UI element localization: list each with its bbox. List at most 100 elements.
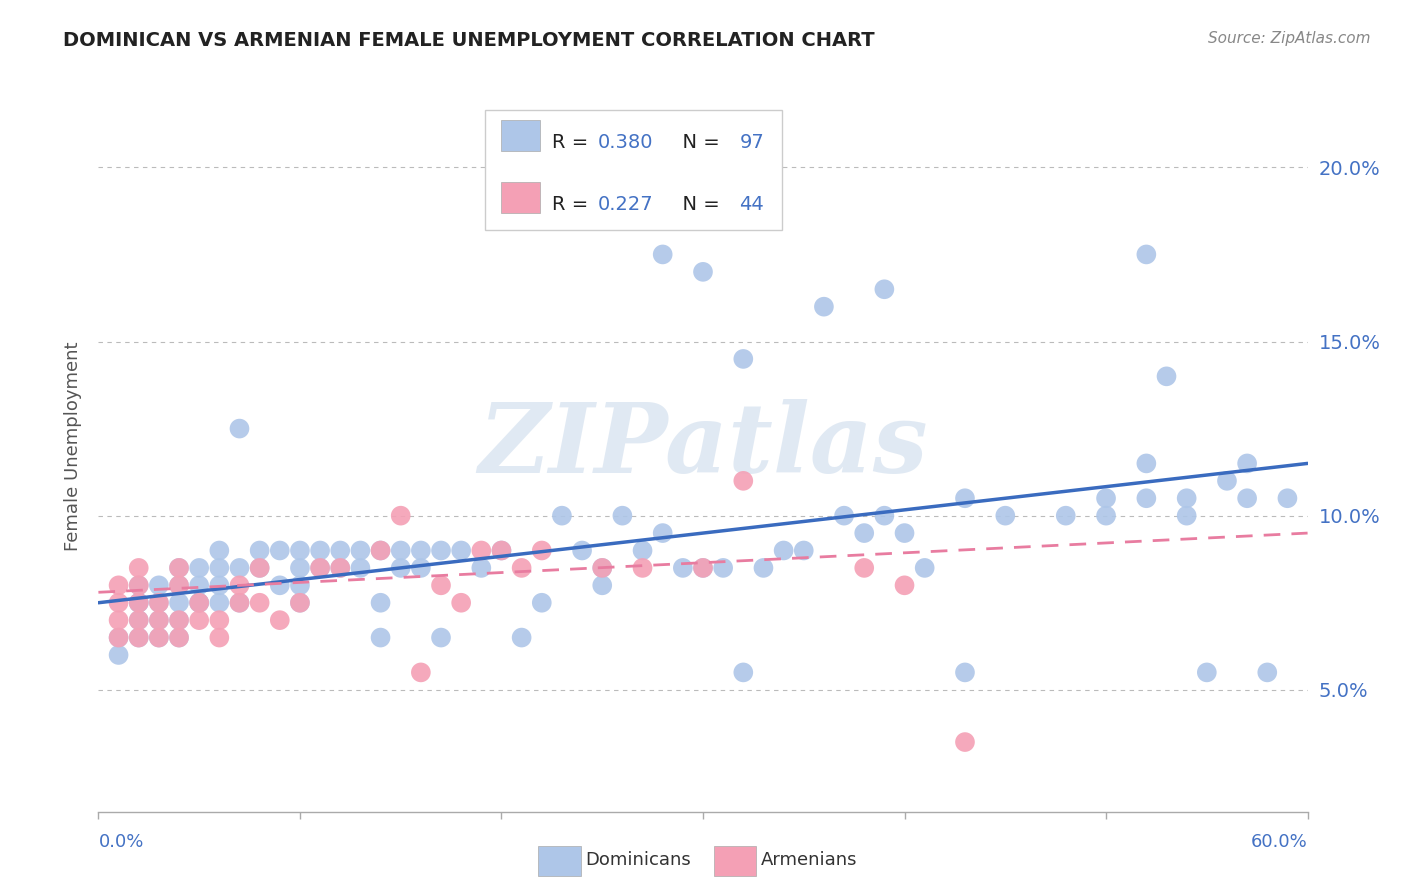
- Point: [167, 613, 190, 627]
- Point: [188, 596, 211, 610]
- Point: [873, 282, 896, 296]
- Point: [309, 561, 332, 575]
- Point: [733, 351, 755, 366]
- Point: [188, 596, 211, 610]
- Text: 97: 97: [740, 133, 763, 152]
- Text: 0.380: 0.380: [598, 133, 654, 152]
- Point: [167, 631, 190, 645]
- Point: [692, 265, 714, 279]
- Point: [389, 561, 412, 575]
- Point: [591, 561, 613, 575]
- Point: [107, 648, 129, 662]
- Point: [994, 508, 1017, 523]
- Point: [208, 613, 231, 627]
- Point: [208, 596, 231, 610]
- Point: [167, 631, 190, 645]
- Point: [107, 596, 129, 610]
- Point: [309, 543, 332, 558]
- Point: [288, 596, 311, 610]
- Point: [107, 613, 129, 627]
- Text: ZIPatlas: ZIPatlas: [478, 399, 928, 493]
- Point: [873, 508, 896, 523]
- Point: [491, 543, 513, 558]
- Text: 0.0%: 0.0%: [98, 832, 143, 851]
- Text: Dominicans: Dominicans: [585, 851, 690, 869]
- Point: [128, 561, 150, 575]
- Point: [672, 561, 695, 575]
- Point: [107, 578, 129, 592]
- Point: [167, 561, 190, 575]
- Text: Armenians: Armenians: [761, 851, 858, 869]
- Point: [128, 631, 150, 645]
- Point: [167, 613, 190, 627]
- Point: [148, 631, 170, 645]
- Point: [510, 631, 533, 645]
- Point: [148, 596, 170, 610]
- Point: [288, 596, 311, 610]
- Point: [249, 561, 271, 575]
- Point: [430, 543, 453, 558]
- Point: [651, 247, 673, 261]
- Point: [349, 561, 371, 575]
- Point: [530, 543, 553, 558]
- Point: [208, 631, 231, 645]
- Point: [188, 561, 211, 575]
- Point: [591, 561, 613, 575]
- Point: [853, 526, 876, 541]
- Point: [733, 474, 755, 488]
- Point: [249, 596, 271, 610]
- Point: [329, 543, 352, 558]
- Text: 44: 44: [740, 195, 763, 214]
- Point: [733, 665, 755, 680]
- Point: [1256, 665, 1278, 680]
- Point: [128, 578, 150, 592]
- Point: [409, 665, 432, 680]
- Point: [692, 561, 714, 575]
- Point: [148, 631, 170, 645]
- Point: [953, 665, 976, 680]
- Point: [631, 543, 654, 558]
- Point: [853, 561, 876, 575]
- Point: [370, 543, 392, 558]
- Point: [1135, 491, 1157, 506]
- FancyBboxPatch shape: [501, 182, 540, 213]
- Point: [208, 578, 231, 592]
- Point: [167, 561, 190, 575]
- Text: DOMINICAN VS ARMENIAN FEMALE UNEMPLOYMENT CORRELATION CHART: DOMINICAN VS ARMENIAN FEMALE UNEMPLOYMEN…: [63, 31, 875, 50]
- Point: [651, 526, 673, 541]
- Point: [128, 631, 150, 645]
- Point: [128, 613, 150, 627]
- Point: [1236, 457, 1258, 471]
- Point: [914, 561, 936, 575]
- Point: [128, 596, 150, 610]
- Point: [1054, 508, 1077, 523]
- Point: [1175, 491, 1198, 506]
- Point: [772, 543, 794, 558]
- Point: [228, 561, 250, 575]
- Point: [269, 578, 291, 592]
- Point: [692, 561, 714, 575]
- Point: [249, 561, 271, 575]
- FancyBboxPatch shape: [485, 110, 782, 230]
- Point: [1135, 457, 1157, 471]
- Point: [612, 508, 634, 523]
- Point: [288, 543, 311, 558]
- Point: [329, 561, 352, 575]
- Point: [370, 543, 392, 558]
- Point: [793, 543, 815, 558]
- Point: [832, 508, 855, 523]
- Point: [510, 561, 533, 575]
- Point: [1095, 508, 1118, 523]
- Point: [470, 561, 492, 575]
- Point: [813, 300, 835, 314]
- Point: [893, 526, 915, 541]
- Point: [370, 596, 392, 610]
- Point: [953, 491, 976, 506]
- Point: [1277, 491, 1299, 506]
- Point: [188, 613, 211, 627]
- Point: [309, 561, 332, 575]
- Point: [128, 596, 150, 610]
- Point: [107, 631, 129, 645]
- Text: R =: R =: [553, 133, 595, 152]
- Point: [269, 543, 291, 558]
